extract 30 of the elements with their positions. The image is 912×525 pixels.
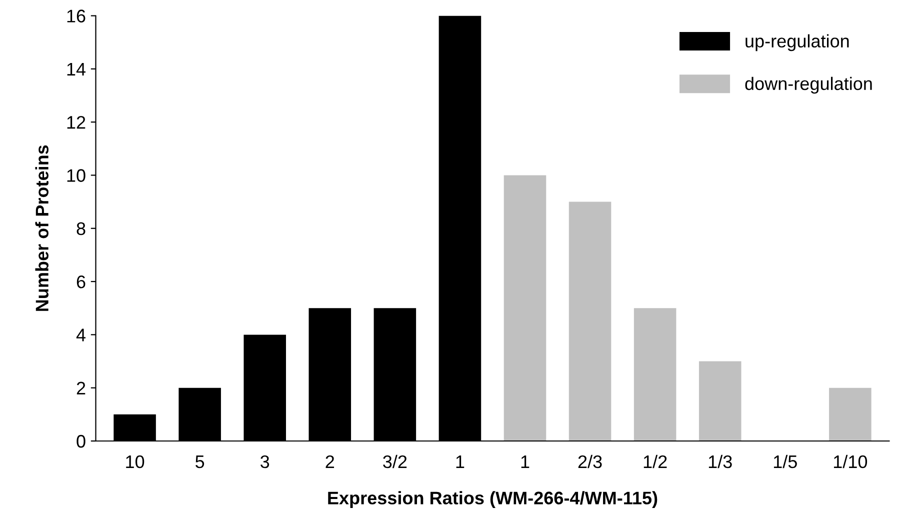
bar bbox=[568, 202, 612, 441]
x-tick-label: 1/3 bbox=[708, 454, 732, 468]
x-tick-label: 3 bbox=[260, 455, 270, 468]
bar bbox=[829, 388, 872, 441]
x-tick-label: 2/3 bbox=[578, 454, 602, 468]
y-tick-label: 14 bbox=[67, 63, 86, 76]
bar bbox=[504, 175, 546, 441]
x-tick-label: 3/2 bbox=[383, 454, 407, 468]
y-tick-label: 10 bbox=[67, 169, 86, 182]
y-tick-label: 12 bbox=[67, 116, 86, 129]
legend-label: up-regulation bbox=[746, 34, 849, 52]
y-tick-label: 4 bbox=[76, 328, 86, 342]
y-axis-title: Number of Proteins bbox=[35, 145, 48, 311]
y-tick-label: 2 bbox=[76, 382, 86, 394]
x-tick-label: 10 bbox=[126, 455, 144, 468]
bar bbox=[634, 308, 676, 441]
y-tick-label: 6 bbox=[76, 275, 86, 288]
x-tick-label: 1 bbox=[521, 456, 530, 468]
x-tick-label: 1/2 bbox=[644, 454, 667, 468]
x-tick-label: 5 bbox=[196, 456, 204, 468]
y-tick-label: 16 bbox=[67, 10, 86, 22]
x-tick-label: 1/5 bbox=[774, 454, 797, 468]
x-tick-label: 2 bbox=[326, 455, 334, 468]
x-axis-title: Expression Ratios (WM-266-4/WM-115) bbox=[328, 491, 658, 508]
x-tick-label: 1/10 bbox=[834, 454, 868, 468]
y-tick-label: 8 bbox=[76, 222, 86, 236]
y-tick-label: 0 bbox=[76, 434, 86, 448]
bar bbox=[698, 361, 742, 441]
x-tick-label: 1 bbox=[456, 456, 464, 468]
legend-label: down-regulation bbox=[745, 76, 872, 94]
